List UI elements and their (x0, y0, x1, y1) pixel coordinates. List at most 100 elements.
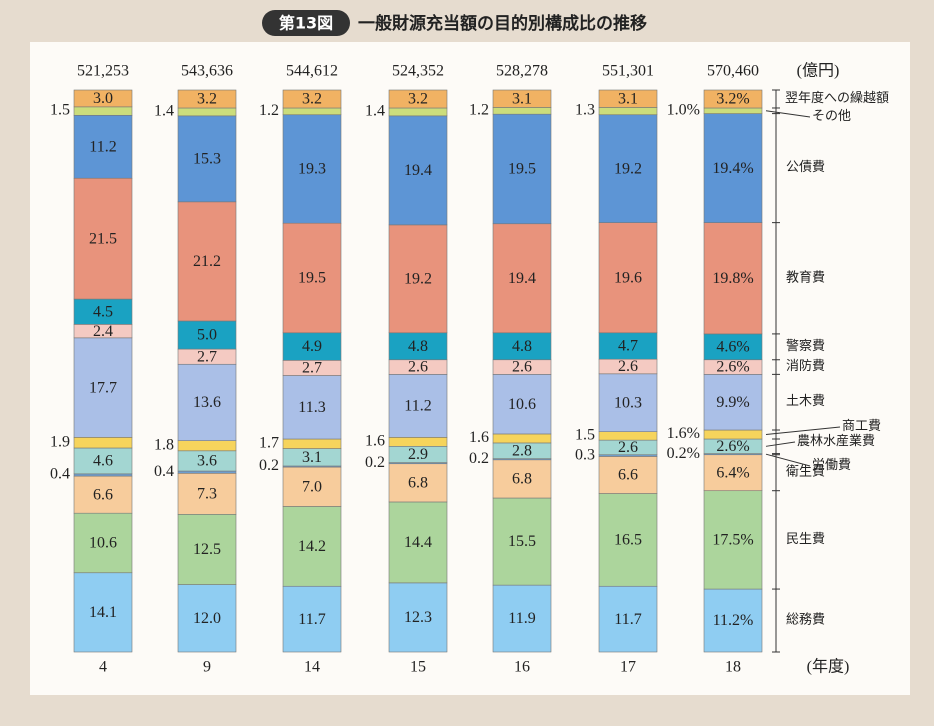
bar-segment (598, 373, 658, 432)
bar-segment (703, 113, 763, 223)
value-label: 11.7 (298, 611, 325, 628)
bar-segment (388, 332, 448, 361)
value-label: 3.1 (512, 90, 532, 107)
bar-segment (598, 332, 658, 360)
bar-segment (282, 332, 342, 361)
legend-label: 警察費 (786, 338, 825, 353)
value-label: 19.6 (614, 269, 642, 286)
bar-segment (703, 454, 763, 492)
value-label: 11.2% (713, 612, 754, 629)
bar-segment (177, 107, 237, 117)
value-label: 3.2% (716, 91, 749, 108)
bar-segment (177, 201, 237, 322)
value-label: 21.2 (193, 253, 221, 270)
total-label: 544,612 (286, 63, 338, 80)
value-label: 19.4% (712, 160, 753, 177)
x-tick-label: 16 (514, 659, 530, 676)
bar-segment (388, 89, 448, 109)
legend-label: 農林水産業費 (797, 433, 875, 448)
value-label: 0.3 (575, 446, 595, 463)
x-tick-label: 15 (410, 659, 426, 676)
value-label: 11.2 (89, 138, 116, 155)
bar-segment (388, 501, 448, 584)
bar-segment (492, 89, 552, 108)
bar-segment (73, 106, 133, 116)
value-label: 3.2 (302, 91, 322, 108)
legend-arrow (765, 453, 811, 467)
value-label: 2.6 (618, 439, 638, 456)
value-label: 3.1 (618, 90, 638, 107)
bar-segment (492, 113, 552, 225)
badge: 第13図 (279, 14, 333, 33)
total-label: 524,352 (392, 63, 444, 80)
value-label: 2.6% (716, 438, 749, 455)
value-label: 4.6% (716, 339, 749, 356)
value-label: 2.6 (512, 359, 532, 376)
bar-segment (492, 107, 552, 115)
value-label: 3.0 (93, 90, 113, 107)
bar-segment (177, 363, 237, 441)
bar-segment (177, 320, 237, 350)
value-label: 0.4 (154, 463, 174, 480)
x-axis-label: (年度) (807, 658, 850, 676)
value-label: 19.2 (404, 271, 432, 288)
legend-label: 公債費 (786, 159, 825, 174)
value-label: 5.0 (197, 327, 217, 344)
legend-label: 衛生費 (786, 464, 825, 479)
total-label: 528,278 (496, 63, 548, 80)
bar-segment (73, 512, 133, 574)
total-label: 521,253 (77, 63, 129, 80)
bar-segment (598, 456, 658, 494)
value-label: 1.6% (667, 425, 700, 442)
bar-segment (282, 89, 342, 109)
value-label: 6.8 (408, 475, 428, 492)
bar-segment (388, 115, 448, 226)
value-label: 21.5 (89, 230, 117, 247)
bar-segment (177, 472, 237, 515)
bar-segment (492, 459, 552, 499)
bar-segment (703, 333, 763, 361)
value-label: 19.8% (712, 270, 753, 287)
total-label: 570,460 (707, 63, 759, 80)
bar-segment (388, 224, 448, 334)
legend-label: 商工費 (842, 418, 881, 433)
bar-segment (598, 222, 658, 334)
value-label: 0.2 (259, 457, 279, 474)
value-label: 4.8 (408, 338, 428, 355)
value-label: 7.0 (302, 478, 322, 495)
bar-segment (73, 473, 133, 477)
value-label: 6.8 (512, 471, 532, 488)
bar-segment (598, 89, 658, 108)
bar-segment (703, 490, 763, 590)
bar-segment (388, 437, 448, 447)
badge-bg (262, 10, 350, 36)
value-label: 2.6 (618, 358, 638, 375)
chart-title: 一般財源充当額の目的別構成比の推移 (358, 13, 647, 34)
value-label: 0.2 (469, 450, 489, 467)
bar-segment (388, 107, 448, 117)
value-label: 1.6 (469, 429, 489, 446)
bar-segment (703, 107, 763, 114)
panel (30, 42, 910, 695)
bar-segment (703, 429, 763, 440)
value-label: 0.2 (365, 454, 385, 471)
bar-segment (73, 177, 133, 300)
value-label: 14.2 (298, 538, 326, 555)
bar-segment (177, 89, 237, 109)
value-label: 15.5 (508, 533, 536, 550)
value-label: 1.4 (365, 103, 385, 120)
value-label: 1.5 (50, 102, 70, 119)
value-label: 19.5 (508, 161, 536, 178)
value-label: 6.6 (618, 467, 638, 484)
bar-segment (177, 440, 237, 452)
value-label: 1.6 (365, 432, 385, 449)
value-label: 3.1 (302, 449, 322, 466)
value-label: 11.9 (508, 610, 535, 627)
value-label: 11.7 (614, 611, 641, 628)
bar-segment (282, 585, 342, 653)
value-label: 2.6 (408, 359, 428, 376)
value-label: 1.4 (154, 103, 174, 120)
value-label: 7.3 (197, 485, 217, 502)
bar-segment (388, 374, 448, 438)
legend-label: 総務費 (786, 612, 825, 627)
